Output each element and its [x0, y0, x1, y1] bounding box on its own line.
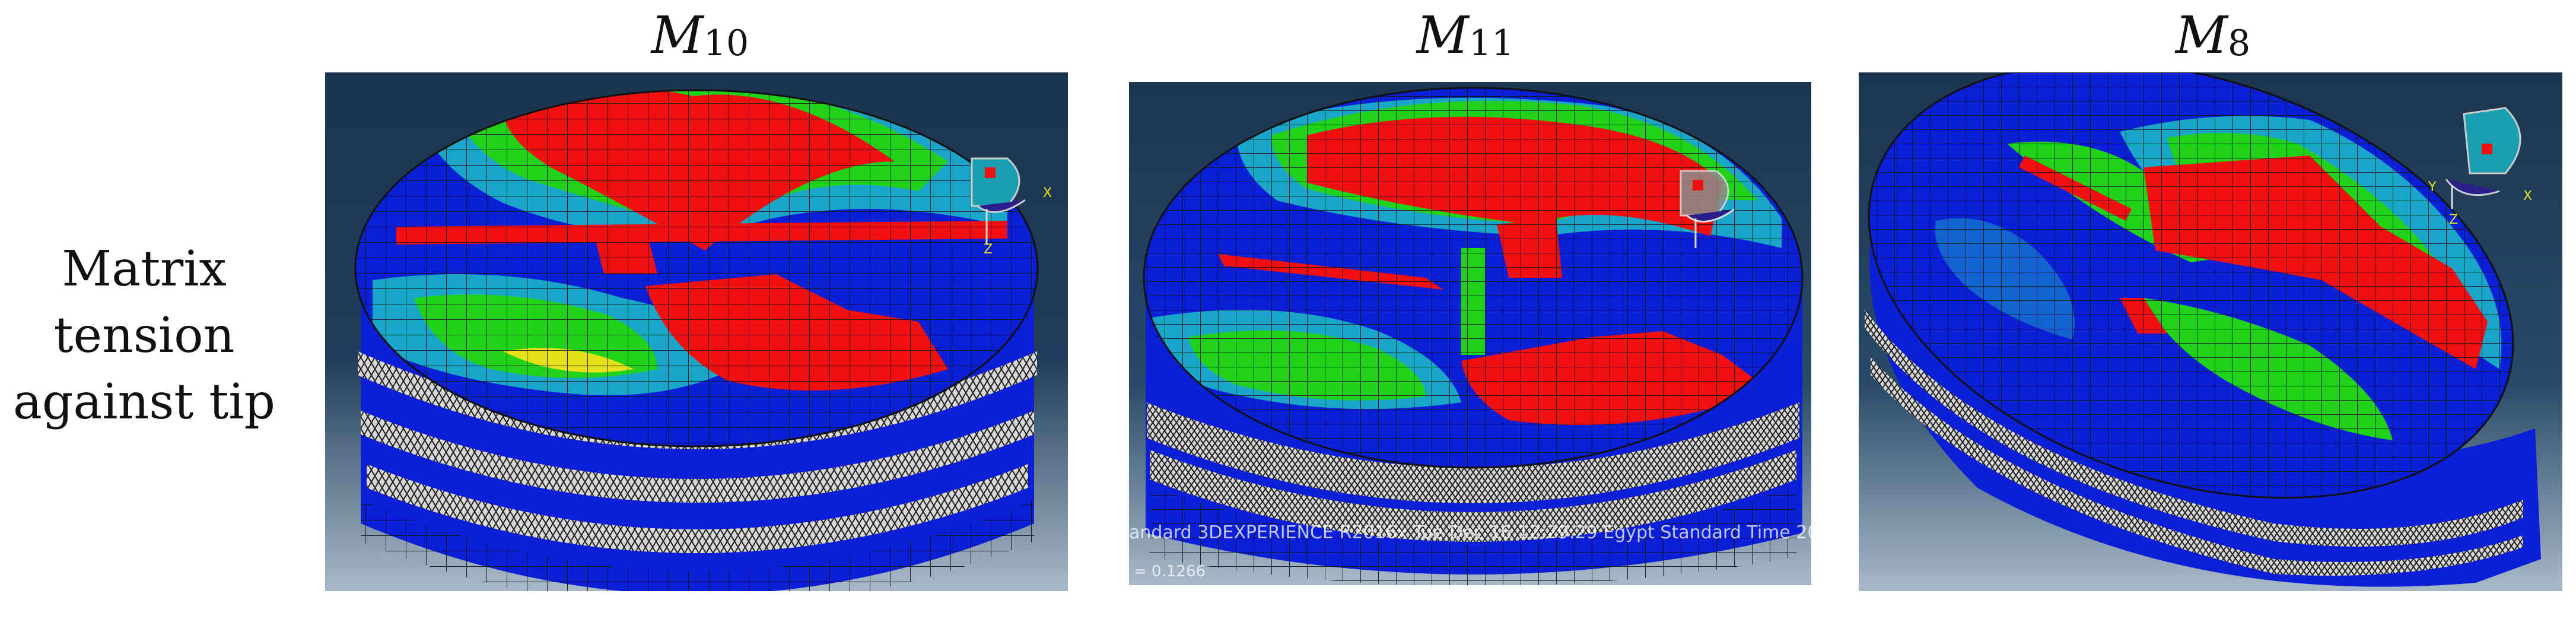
- contour-panel-3: Y X Z: [1859, 72, 2562, 591]
- triad-z-label: Z: [2449, 212, 2458, 227]
- watermark-line-1: andard 3DEXPERIENCE R2016x Tue Dec 16 12…: [1129, 522, 1811, 543]
- row-label-line-2: tension: [53, 307, 235, 364]
- watermark-line-2: = 0.1266: [1134, 563, 1206, 580]
- layer-band-1: [1147, 402, 1799, 503]
- view-triad-icon: [1680, 170, 1735, 248]
- layer-band-2: [361, 411, 1034, 503]
- contour-plot-2: [1129, 82, 1811, 585]
- triad-x-label: X: [1043, 186, 1052, 201]
- title-3-sub: 8: [2227, 23, 2251, 64]
- contour-panel-1: X Z: [325, 72, 1068, 591]
- row-label-line-1: Matrix: [62, 241, 227, 297]
- contour-panel-2: andard 3DEXPERIENCE R2016x Tue Dec 16 12…: [1129, 82, 1811, 585]
- triad-y-label: Y: [2428, 180, 2437, 195]
- title-3-letter: M: [2175, 6, 2228, 65]
- title-2-letter: M: [1416, 6, 1469, 65]
- triad-x-label: X: [2523, 189, 2532, 204]
- top-surface-1: [355, 90, 1038, 446]
- contour-plot-1: X Z: [325, 72, 1068, 591]
- contour-plot-3: Y X Z: [1859, 72, 2562, 591]
- title-panel-3: M8: [2065, 6, 2361, 65]
- title-2-sub: 11: [1468, 23, 1515, 64]
- layer-band-2: [1150, 450, 1796, 542]
- layer-band-1: [358, 351, 1037, 449]
- top-surface-2: [1144, 88, 1802, 468]
- view-triad-icon: Y X Z: [2428, 107, 2532, 227]
- title-panel-2: M11: [1317, 6, 1614, 65]
- layer-band-3: [367, 464, 1028, 553]
- row-label: Matrix tension against tip: [11, 236, 278, 436]
- view-triad-icon: X Z: [971, 157, 1052, 257]
- title-panel-1: M10: [552, 6, 848, 65]
- title-1-letter: M: [651, 6, 704, 65]
- triad-z-label: Z: [984, 242, 993, 257]
- title-1-sub: 10: [703, 23, 749, 64]
- layer-band-2: [1871, 357, 2523, 576]
- row-label-line-3: against tip: [12, 374, 276, 430]
- layer-band-1: [1865, 310, 2523, 547]
